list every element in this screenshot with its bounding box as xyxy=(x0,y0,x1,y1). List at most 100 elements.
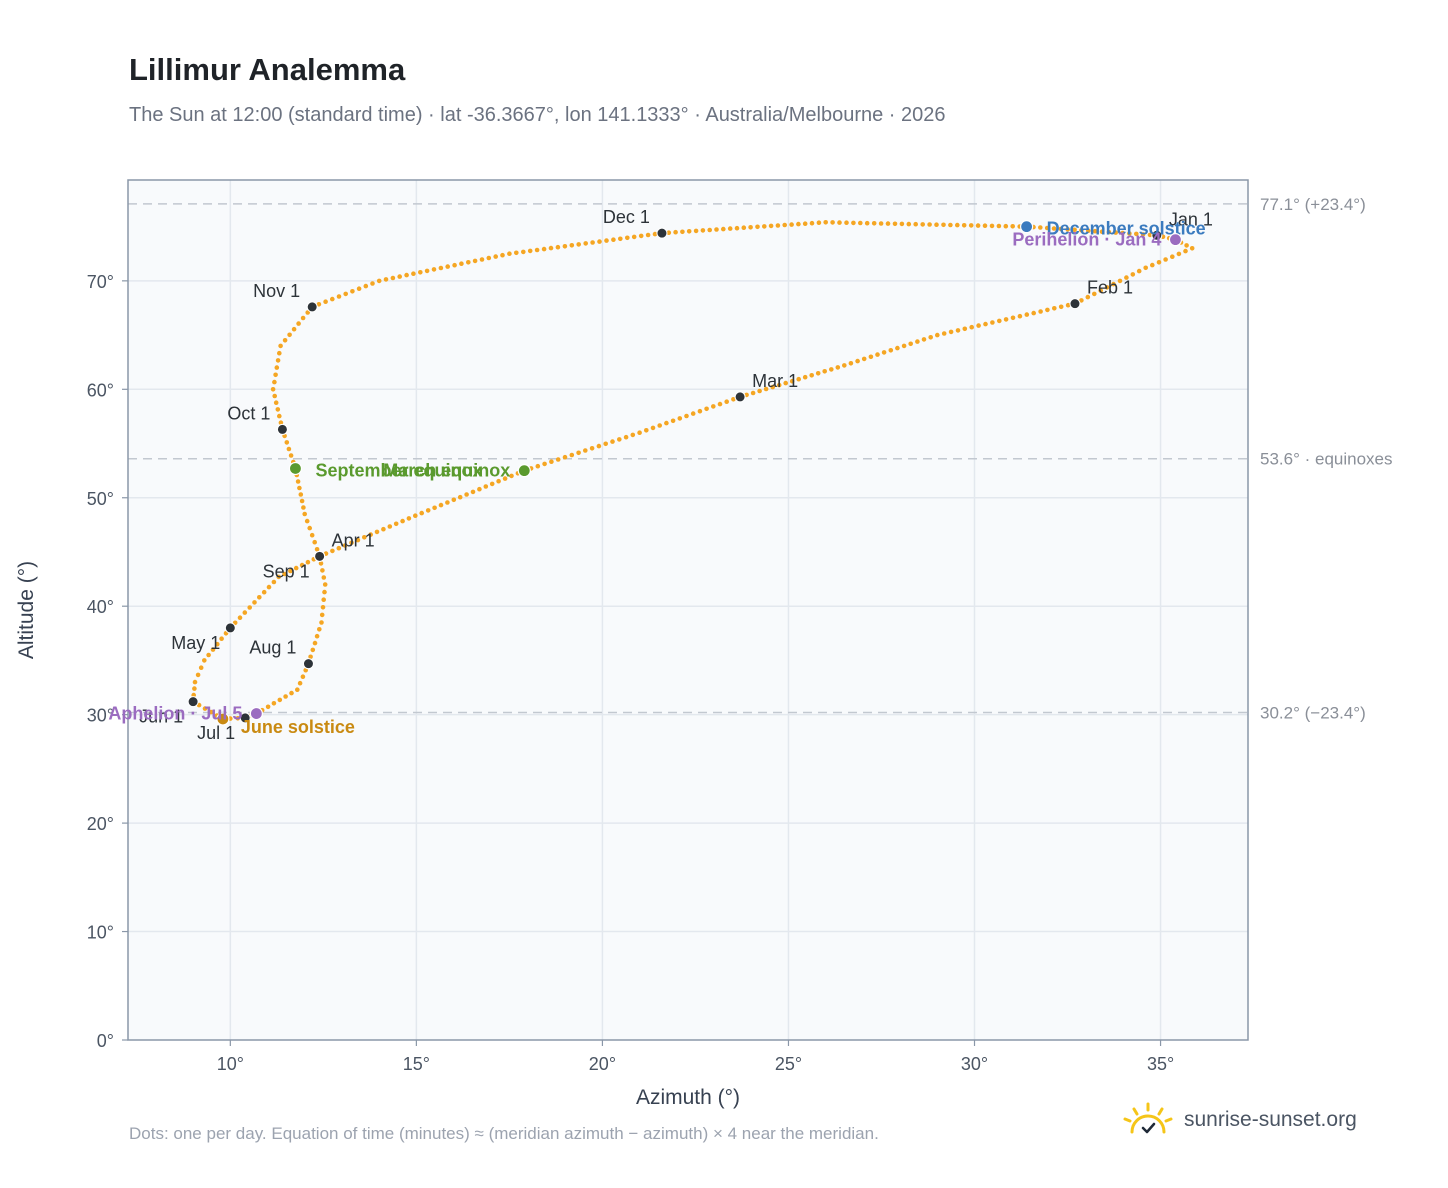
day-dot xyxy=(1010,315,1016,321)
month-marker xyxy=(239,712,251,724)
day-dot xyxy=(1147,232,1153,238)
day-dot xyxy=(247,605,252,610)
day-dot xyxy=(309,532,315,538)
day-dot xyxy=(776,382,782,388)
day-dot xyxy=(962,326,968,332)
special-point-label: June solstice xyxy=(241,717,355,737)
day-dot xyxy=(724,399,729,405)
day-dot xyxy=(549,459,554,465)
day-dot xyxy=(1134,231,1139,237)
month-marker xyxy=(734,391,746,403)
day-dot xyxy=(1189,246,1195,251)
x-tick-label: 30° xyxy=(961,1054,988,1074)
day-dot xyxy=(975,223,981,228)
day-dot xyxy=(271,579,277,585)
day-dot xyxy=(1092,291,1097,297)
day-dot xyxy=(888,348,894,353)
chart-title: Lillimur Analemma xyxy=(129,52,406,87)
day-dot xyxy=(770,384,775,390)
day-dot xyxy=(768,223,774,229)
reference-line-label: 30.2° (−23.4°) xyxy=(1260,703,1366,722)
day-dot xyxy=(802,221,808,226)
day-dot xyxy=(457,494,463,500)
day-dot xyxy=(555,457,561,462)
day-dot xyxy=(707,227,712,233)
day-dot xyxy=(562,454,568,460)
x-axis-ticks: 10° 15° 20° 25° 30° 35° xyxy=(217,1040,1174,1074)
day-dot xyxy=(432,505,437,511)
day-dot xyxy=(927,222,932,227)
day-dot xyxy=(1058,304,1064,310)
month-label: Jan 1 xyxy=(1169,209,1213,229)
day-dot xyxy=(590,240,595,245)
day-dot xyxy=(282,338,288,343)
day-dot xyxy=(1170,254,1175,259)
day-dot xyxy=(569,243,575,248)
day-dot xyxy=(411,271,416,277)
day-dot xyxy=(320,568,325,573)
day-dot xyxy=(1117,278,1123,284)
day-dot xyxy=(562,244,568,249)
day-dot xyxy=(1017,313,1023,319)
day-dot xyxy=(500,252,505,258)
day-dot xyxy=(192,679,198,685)
day-dot xyxy=(343,291,349,297)
day-dot xyxy=(697,408,703,414)
day-dot xyxy=(1058,226,1064,232)
day-dot xyxy=(215,641,220,647)
day-dot xyxy=(921,337,927,342)
day-dot xyxy=(356,286,362,292)
day-dot xyxy=(700,228,706,233)
y-tick-label: 30° xyxy=(87,706,114,726)
special-point-label: Perihelion · Jan 4 xyxy=(1012,230,1161,250)
day-dot xyxy=(316,302,322,307)
day-dot xyxy=(815,371,821,376)
day-dot xyxy=(1044,225,1050,231)
day-dot xyxy=(349,540,354,546)
day-dot xyxy=(1079,228,1084,233)
day-dot xyxy=(322,589,327,595)
month-label: Jun 1 xyxy=(139,707,183,727)
day-dot xyxy=(208,709,214,715)
day-dot xyxy=(219,636,224,641)
plot-background xyxy=(128,180,1248,1040)
month-label: Oct 1 xyxy=(227,403,270,423)
brand[interactable]: sunrise-sunset.org xyxy=(1120,1102,1357,1138)
day-dot xyxy=(237,615,243,620)
day-dot xyxy=(637,430,642,436)
day-dot xyxy=(809,220,815,226)
day-dot xyxy=(1010,224,1015,229)
day-dot xyxy=(835,365,841,370)
day-dot xyxy=(717,401,723,407)
day-dot xyxy=(1031,310,1036,316)
day-dot xyxy=(666,230,672,235)
day-dot xyxy=(597,239,602,244)
day-dot xyxy=(741,225,747,230)
day-dot xyxy=(1150,262,1155,268)
day-dot xyxy=(982,223,988,228)
day-dot xyxy=(514,250,519,256)
day-dot xyxy=(1106,229,1112,235)
day-dot xyxy=(438,265,444,271)
month-label: Nov 1 xyxy=(253,281,300,301)
day-dot xyxy=(284,440,290,445)
day-dot xyxy=(305,559,311,565)
day-dot xyxy=(1038,309,1043,314)
month-marker xyxy=(1069,298,1081,310)
day-dot xyxy=(1052,306,1057,311)
day-dot xyxy=(400,518,405,524)
day-dot xyxy=(796,376,801,382)
day-dot xyxy=(387,524,393,529)
day-dot xyxy=(297,680,303,686)
day-dot xyxy=(908,341,913,347)
y-tick-label: 10° xyxy=(87,923,114,943)
month-label: Jul 1 xyxy=(197,723,235,743)
day-dot xyxy=(875,352,880,357)
day-dot xyxy=(261,589,267,595)
day-dot xyxy=(881,350,887,355)
month-markers: Jan 1 Feb 1 Mar 1 Apr 1 May 1 Jun 1 Jul 1 Aug 1… xyxy=(139,207,1213,743)
day-dot xyxy=(368,532,374,537)
day-dot xyxy=(684,413,689,419)
day-dot xyxy=(1124,275,1129,280)
